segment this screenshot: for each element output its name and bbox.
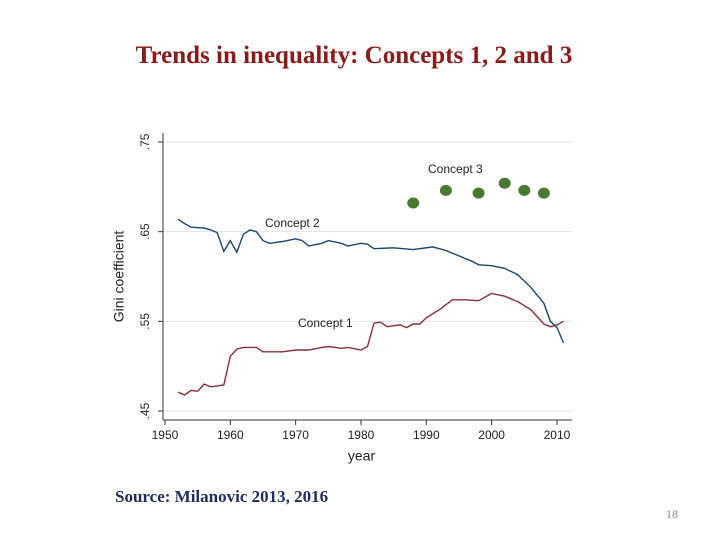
y-axis-label: Gini coefficient (111, 231, 127, 323)
y-tick-label: .55 (138, 313, 152, 330)
x-tick-label: 1950 (152, 428, 179, 442)
y-tick-label: .75 (138, 133, 152, 150)
series-line (177, 292, 564, 396)
y-tick-label: .45 (138, 402, 152, 419)
data-point (498, 177, 511, 189)
data-point (407, 197, 420, 209)
data-point (537, 187, 550, 199)
x-tick-label: 2000 (478, 428, 505, 442)
y-tick-label: .65 (138, 223, 152, 240)
series-line (177, 218, 565, 344)
data-point (472, 187, 485, 199)
x-tick-label: 1960 (217, 428, 244, 442)
x-axis-label: year (348, 448, 376, 464)
series-label: Concept 3 (428, 162, 483, 176)
x-tick-label: 1980 (348, 428, 375, 442)
x-tick-label: 1970 (282, 428, 309, 442)
data-point (439, 184, 452, 196)
source: Source: Milanovic 2013, 2016 (115, 487, 329, 506)
series-label: Concept 1 (298, 316, 353, 330)
x-tick-label: 2010 (544, 428, 571, 442)
x-tick-label: 1990 (413, 428, 440, 442)
data-point (518, 184, 531, 196)
series-label: Concept 2 (265, 216, 320, 230)
page-number: 18 (666, 507, 678, 521)
slide-title: Trends in inequality: Concepts 1, 2 and … (135, 42, 573, 69)
